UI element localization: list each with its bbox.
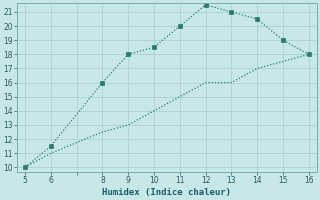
- X-axis label: Humidex (Indice chaleur): Humidex (Indice chaleur): [102, 188, 231, 197]
